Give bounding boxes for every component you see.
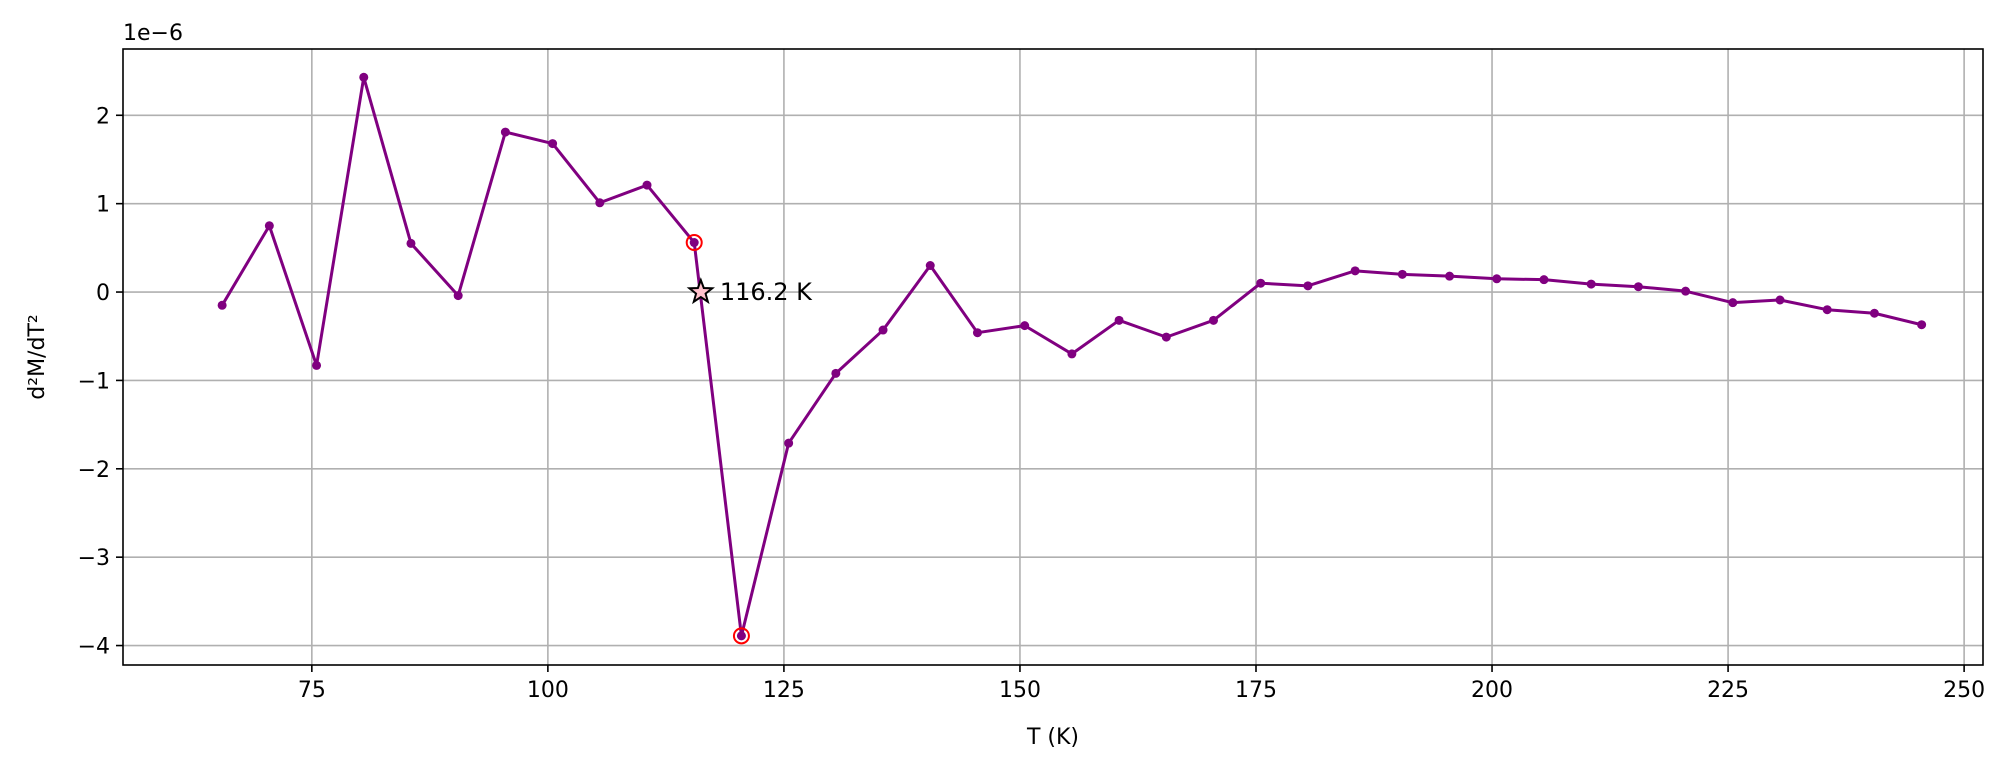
data-point	[264, 221, 274, 231]
data-point	[1869, 308, 1879, 318]
highlight-ring	[732, 627, 750, 645]
data-point	[831, 368, 841, 378]
data-point	[784, 438, 794, 448]
data-point	[736, 631, 746, 641]
data-point	[548, 139, 558, 149]
data-point	[1114, 315, 1124, 325]
x-tick-label: 175	[1235, 678, 1277, 703]
y-tick-label: −2	[78, 458, 110, 483]
data-point	[925, 261, 935, 271]
tick-layer: 75 100 125 150 175 200 225 250 −4 −3 −2 −1 0 1 2	[78, 104, 1986, 703]
data-point	[1822, 305, 1832, 315]
data-point	[1728, 298, 1738, 308]
x-tick-label: 150	[999, 678, 1041, 703]
data-point	[1539, 275, 1549, 285]
y-tick-label: 2	[96, 104, 110, 129]
data-point	[1917, 320, 1927, 330]
y-tick-label: −4	[78, 635, 110, 660]
data-point	[453, 291, 463, 301]
y-axis-label: d²M/dT²	[25, 314, 50, 399]
data-point	[217, 300, 227, 310]
data-point	[1303, 281, 1313, 291]
data-point	[878, 325, 888, 335]
y-tick-label: 1	[96, 193, 110, 218]
data-point	[1020, 321, 1030, 331]
x-tick-label: 225	[1707, 678, 1749, 703]
data-point	[689, 238, 699, 248]
data-point	[1445, 271, 1455, 281]
data-point	[1492, 274, 1502, 284]
zero-crossing-star	[686, 277, 715, 305]
data-point	[1350, 266, 1360, 276]
data-point	[406, 238, 416, 248]
series-layer: 116.2 K	[217, 72, 1927, 645]
x-tick-label: 100	[527, 678, 569, 703]
y-tick-label: −1	[78, 369, 110, 394]
data-point	[1775, 295, 1785, 305]
x-tick-label: 250	[1943, 678, 1985, 703]
data-point	[312, 360, 322, 370]
data-point	[1397, 269, 1407, 279]
data-point	[595, 198, 605, 208]
plot-frame	[122, 48, 1984, 666]
grid-lines	[123, 49, 1983, 665]
data-point	[1209, 315, 1219, 325]
data-point	[1633, 282, 1643, 292]
y-tick-label: −3	[78, 546, 110, 571]
data-point	[1256, 278, 1266, 288]
x-tick-label: 200	[1471, 678, 1513, 703]
data-point	[972, 328, 982, 338]
data-point	[500, 127, 510, 137]
data-point	[1161, 332, 1171, 342]
data-point	[1586, 279, 1596, 289]
zero-crossing-label: 116.2 K	[720, 278, 813, 306]
x-axis-label: T (K)	[1026, 725, 1079, 750]
highlight-ring	[685, 234, 703, 252]
y-scale-label: 1e−6	[123, 21, 183, 46]
data-point	[642, 180, 652, 190]
y-tick-label: 0	[96, 281, 110, 306]
x-tick-label: 75	[298, 678, 326, 703]
x-tick-label: 125	[763, 678, 805, 703]
data-point	[359, 72, 369, 82]
data-point	[1681, 286, 1691, 296]
data-point	[1067, 349, 1077, 359]
